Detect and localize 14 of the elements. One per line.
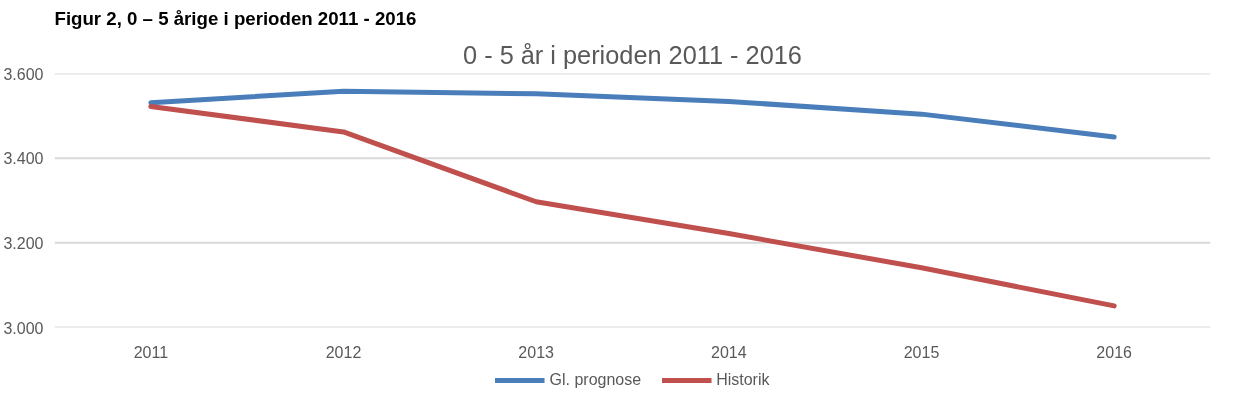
x-tick-label: 2014 bbox=[711, 343, 747, 361]
x-tick-label: 2013 bbox=[518, 343, 555, 361]
y-tick-label: 3.200 bbox=[3, 234, 44, 252]
legend-label: Historik bbox=[716, 371, 770, 389]
y-tick-label: 3.600 bbox=[3, 65, 44, 83]
y-tick-label: 3.400 bbox=[3, 150, 44, 168]
x-tick-label: 2015 bbox=[903, 343, 940, 361]
x-tick-label: 2011 bbox=[133, 343, 169, 361]
x-tick-label: 2016 bbox=[1096, 343, 1133, 361]
legend-label: Gl. prognose bbox=[549, 371, 642, 389]
y-tick-label: 3.000 bbox=[3, 319, 44, 337]
chart-title: 0 - 5 år i perioden 2011 - 2016 bbox=[463, 40, 802, 69]
x-tick-label: 2012 bbox=[325, 343, 362, 361]
text: Figur 2, 0 – 5 årige i perioden 2011 - 2016 bbox=[54, 7, 417, 29]
